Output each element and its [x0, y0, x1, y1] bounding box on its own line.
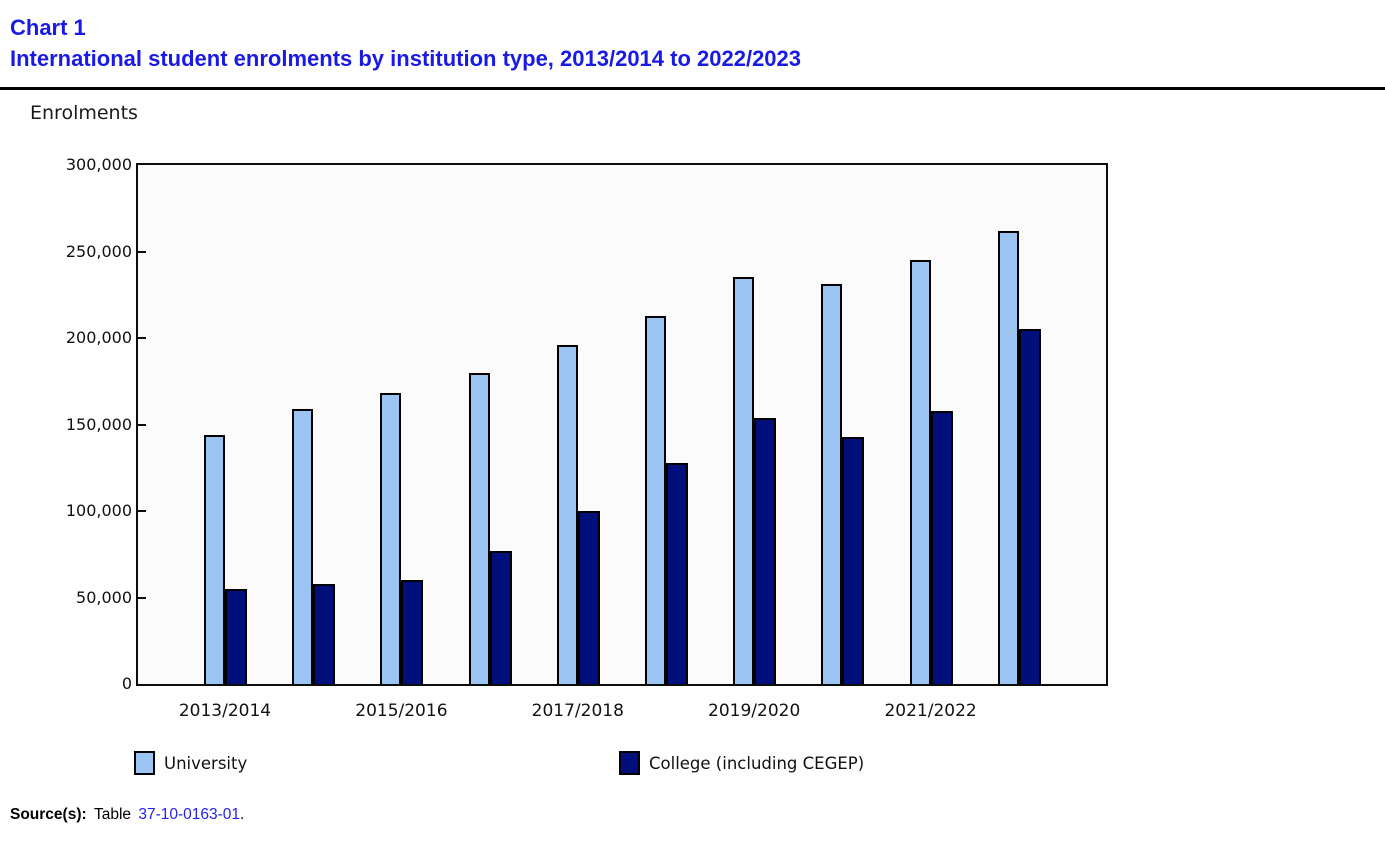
- y-tick-mark: [138, 337, 146, 339]
- y-tick-mark: [138, 423, 146, 426]
- x-tick-label: 2013/2014: [178, 701, 272, 721]
- chart-header: Chart 1 International student enrolments…: [10, 12, 801, 74]
- bar-college-2019-2020: [754, 417, 777, 684]
- y-tick-mark: [138, 596, 146, 599]
- source-prefix: Source(s):: [10, 806, 87, 823]
- y-tick-mark: [138, 510, 146, 512]
- legend-label-college: College (including CEGEP): [649, 753, 865, 773]
- bar-college-2020-2021: [842, 436, 865, 684]
- x-tick-label: 2015/2016: [355, 701, 448, 721]
- y-tick-label: 100,000: [65, 501, 132, 520]
- bar-college-2014-2015: [313, 583, 336, 684]
- legend-item-university: University: [134, 751, 247, 775]
- y-tick-mark: [138, 250, 146, 253]
- bar-college-2021-2022: [930, 410, 953, 684]
- legend-swatch-university: [134, 751, 155, 775]
- y-tick-label: 150,000: [65, 414, 132, 434]
- bar-university-2017-2018: [556, 344, 578, 684]
- y-tick-label: 0: [121, 674, 132, 693]
- chart-number: Chart 1: [10, 15, 86, 40]
- bar-university-2021-2022: [909, 260, 931, 684]
- legend-label-university: University: [164, 753, 248, 773]
- bar-college-2015-2016: [401, 580, 424, 684]
- bar-university-2018-2019: [645, 315, 666, 684]
- source-text: Table: [93, 806, 132, 823]
- bar-college-2016-2017: [489, 550, 512, 684]
- source-line: Source(s): Table 37-10-0163-01.: [10, 806, 244, 824]
- plot-area: [136, 163, 1108, 686]
- legend-swatch-college: [619, 751, 640, 775]
- x-tick-label: 2021/2022: [884, 701, 977, 721]
- y-tick-label: 250,000: [65, 241, 132, 261]
- bar-university-2020-2021: [821, 284, 843, 684]
- source-table-link[interactable]: 37-10-0163-01: [138, 806, 241, 823]
- bar-college-2013-2014: [225, 588, 247, 684]
- legend-item-college: College (including CEGEP): [619, 751, 864, 775]
- bar-college-2018-2019: [666, 462, 688, 684]
- bar-university-2022-2023: [997, 230, 1019, 684]
- bar-university-2013-2014: [204, 434, 225, 684]
- bar-university-2015-2016: [380, 393, 402, 684]
- bar-university-2019-2020: [733, 277, 755, 684]
- bar-university-2014-2015: [292, 408, 314, 684]
- chart-title: International student enrolments by inst…: [10, 46, 802, 71]
- source-suffix: .: [240, 806, 245, 823]
- y-tick-label: 300,000: [65, 155, 132, 174]
- bar-university-2016-2017: [468, 372, 490, 684]
- y-axis-title: Enrolments: [30, 102, 138, 124]
- x-tick-label: 2017/2018: [531, 701, 624, 721]
- title-divider: [0, 87, 1385, 90]
- bar-college-2017-2018: [577, 511, 600, 684]
- y-tick-label: 50,000: [76, 587, 132, 607]
- bar-college-2022-2023: [1018, 329, 1041, 684]
- x-tick-label: 2019/2020: [708, 701, 801, 721]
- y-tick-label: 200,000: [65, 328, 132, 347]
